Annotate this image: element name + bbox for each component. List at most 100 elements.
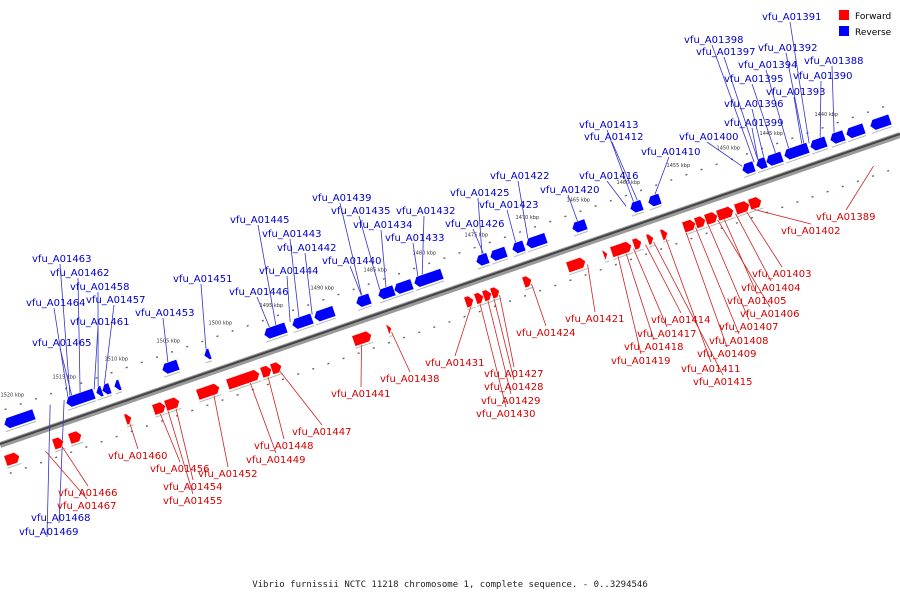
reverse-gene-label: vfu_A01469 — [19, 527, 78, 538]
reverse-gene-shade — [631, 211, 645, 217]
forward-gene — [601, 249, 608, 261]
reverse-leader — [819, 80, 822, 140]
reverse-gene-shade — [115, 391, 123, 395]
reverse-gene-shade — [97, 397, 105, 401]
reverse-leader — [256, 296, 271, 330]
reverse-gene-label: vfu_A01458 — [70, 282, 129, 293]
forward-leader — [360, 342, 362, 388]
label-leader-lines — [45, 21, 874, 538]
reverse-gene-label: vfu_A01465 — [32, 338, 91, 349]
forward-gene-label: vfu_A01389 — [816, 212, 875, 223]
reverse-gene — [489, 246, 509, 262]
forward-leader — [213, 393, 229, 468]
reverse-leader — [162, 317, 169, 365]
tick-label: 1475 kbp — [465, 233, 489, 239]
reverse-leader — [831, 65, 835, 135]
reverse-gene-label: vfu_A01463 — [32, 254, 91, 265]
forward-gene-shade — [569, 268, 588, 276]
reverse-gene-label: vfu_A01443 — [262, 229, 321, 240]
reverse-leader — [517, 180, 529, 241]
forward-gene-shade — [263, 376, 274, 381]
reverse-gene-label: vfu_A01444 — [259, 266, 318, 277]
legend-reverse-label: Reverse — [855, 28, 892, 38]
reverse-leader — [304, 252, 313, 315]
forward-gene — [481, 289, 492, 302]
reverse-gene — [161, 359, 181, 375]
forward-leader — [625, 251, 655, 341]
forward-gene — [51, 436, 64, 451]
forward-leader — [750, 208, 812, 225]
reverse-gene-label: vfu_A01439 — [312, 193, 371, 204]
forward-gene-label: vfu_A01427 — [484, 369, 543, 380]
reverse-leader — [103, 304, 115, 387]
forward-gene-shade — [663, 239, 670, 243]
reverse-leader — [706, 141, 743, 167]
reverse-gene — [203, 348, 213, 360]
forward-leader — [45, 451, 88, 500]
forward-gene-label: vfu_A01452 — [198, 469, 257, 480]
reverse-gene-label: vfu_A01400 — [679, 132, 738, 143]
forward-gene-shade — [697, 226, 708, 232]
forward-gene — [631, 237, 642, 251]
forward-gene-label: vfu_A01460 — [108, 451, 167, 462]
reverse-leader — [567, 194, 579, 223]
forward-gene — [659, 228, 668, 241]
reverse-gene-shade — [649, 205, 663, 211]
forward-gene-label: vfu_A01455 — [163, 496, 222, 507]
forward-leader — [685, 230, 728, 348]
forward-gene-shade — [649, 244, 656, 248]
reverse-leader — [349, 265, 363, 298]
forward-leader — [531, 283, 547, 327]
reverse-gene — [65, 388, 97, 408]
reverse-leader — [611, 141, 639, 203]
forward-gene-shade — [7, 462, 22, 469]
reverse-gene — [113, 379, 123, 391]
forward-leader — [391, 331, 411, 373]
reverse-gene-label: vfu_A01422 — [490, 171, 549, 182]
reverse-gene-label: vfu_A01425 — [450, 188, 509, 199]
forward-gene-label: vfu_A01404 — [741, 283, 800, 294]
reverse-gene — [783, 142, 811, 161]
reverse-gene — [741, 160, 757, 175]
forward-gene-label: vfu_A01414 — [651, 315, 710, 326]
forward-gene-label: vfu_A01438 — [380, 374, 439, 385]
tick-label: 1510 kbp — [105, 357, 129, 363]
reverse-gene-label: vfu_A01457 — [86, 295, 145, 306]
forward-gene-shade — [719, 217, 736, 224]
forward-gene — [3, 452, 20, 467]
reverse-leader — [412, 242, 419, 278]
reverse-leader — [653, 156, 670, 197]
tick-label: 1520 kbp — [1, 392, 25, 398]
reverse-gene-shade — [573, 230, 589, 237]
forward-gene-label: vfu_A01447 — [292, 427, 351, 438]
reverse-gene — [829, 129, 847, 145]
reverse-leader — [751, 127, 759, 161]
reverse-leader — [789, 21, 810, 144]
forward-gene-shade — [685, 230, 698, 236]
reverse-gene-label: vfu_A01453 — [135, 308, 194, 319]
reverse-leader — [711, 44, 755, 163]
forward-gene-shade — [605, 260, 610, 263]
forward-gene-label: vfu_A01409 — [697, 349, 756, 360]
reverse-leader — [606, 180, 627, 207]
forward-gene — [693, 215, 706, 229]
forward-leader — [707, 223, 750, 321]
forward-gene-shade — [707, 222, 720, 228]
forward-leader — [279, 370, 323, 426]
tick-label: 1440 kbp — [815, 112, 839, 118]
forward-gene-label: vfu_A01405 — [727, 296, 786, 307]
forward-gene-label: vfu_A01429 — [481, 396, 540, 407]
forward-gene — [123, 413, 132, 426]
tick-label: 1455 kbp — [667, 163, 691, 169]
reverse-gene-label: vfu_A01461 — [70, 317, 129, 328]
reverse-gene — [313, 305, 337, 322]
forward-gene — [195, 383, 220, 401]
tick-label: 1480 kbp — [413, 250, 437, 256]
forward-leader — [695, 227, 740, 335]
reverse-leader — [358, 215, 381, 292]
forward-gene-label: vfu_A01419 — [611, 356, 670, 367]
reverse-gene — [355, 292, 373, 308]
forward-leader — [587, 264, 596, 313]
reverse-gene-shade — [491, 258, 509, 265]
